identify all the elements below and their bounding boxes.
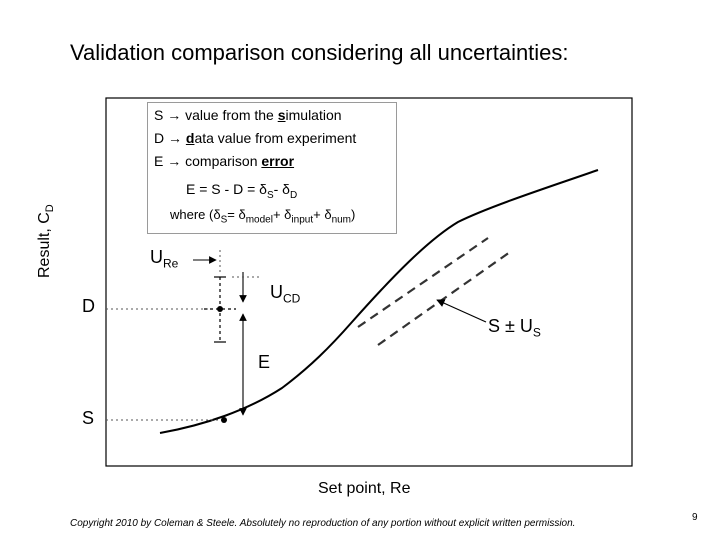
legend-line-data: D → data value from experiment: [154, 130, 357, 146]
plot-frame: [105, 97, 633, 467]
legend-line-simulation: S → value from the simulation: [154, 107, 342, 123]
ure-label: URe: [150, 247, 179, 271]
band-pointer-arrow: [436, 299, 487, 323]
y-axis-label: Result, CD: [36, 204, 57, 278]
error-equation: E = S - D = δS- δD: [186, 181, 298, 201]
x-axis-label: Set point, Re: [318, 480, 411, 497]
simulation-point: [221, 417, 227, 423]
slide-title: Validation comparison considering all un…: [70, 40, 569, 65]
legend-line-error: E → comparison error: [154, 153, 295, 169]
uncertainty-band-lower: [377, 251, 511, 346]
e-label: E: [258, 352, 271, 372]
uncertainty-band-upper: [357, 237, 489, 328]
simulation-curve: [159, 169, 599, 434]
copyright-notice: Copyright 2010 by Coleman & Steele. Abso…: [70, 518, 576, 529]
tick-label-d: D: [82, 296, 95, 316]
tick-label-s: S: [82, 408, 95, 428]
page-number: 9: [692, 512, 698, 523]
legend-box: S → value from the simulation D → data v…: [147, 102, 397, 234]
data-point: [217, 306, 223, 312]
ucd-label: UCD: [270, 282, 301, 306]
delta-s-equation: where (δS= δmodel+ δinput+ δnum): [170, 207, 356, 226]
s-band-label: S ± US: [488, 316, 541, 340]
